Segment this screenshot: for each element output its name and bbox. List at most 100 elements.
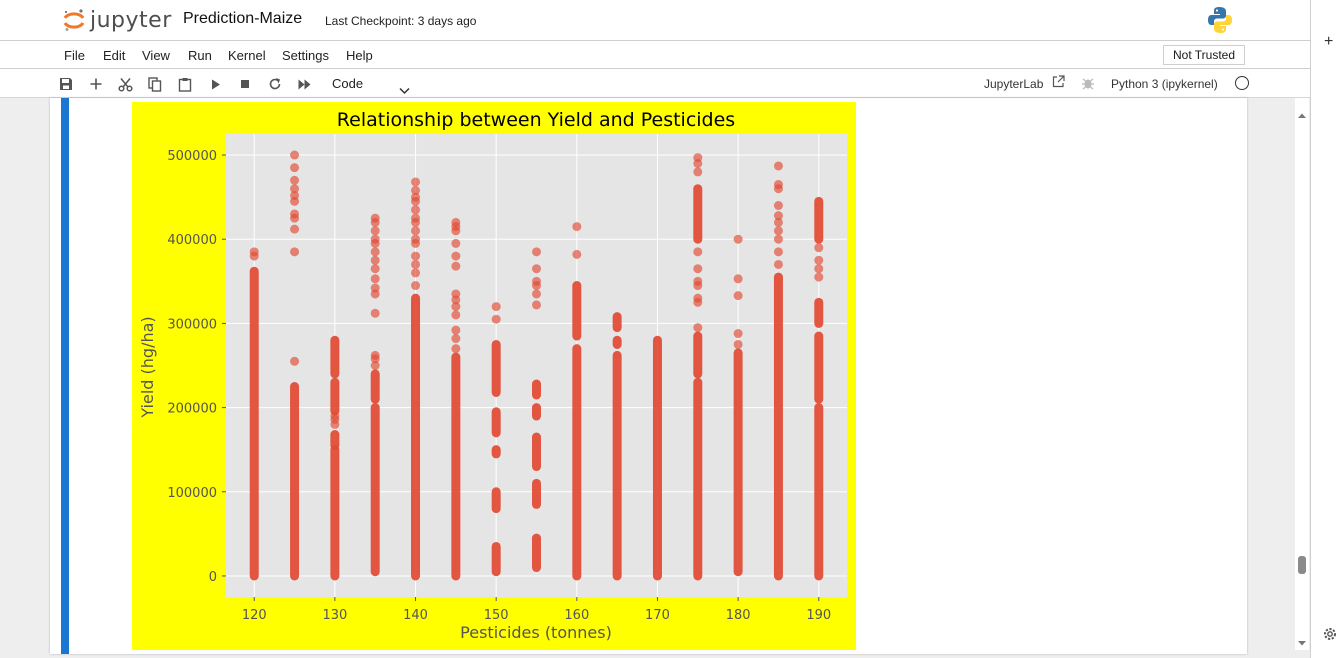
data-point — [370, 308, 380, 318]
data-point — [773, 234, 783, 244]
cut-icon[interactable] — [114, 73, 136, 95]
menu-help[interactable]: Help — [346, 48, 373, 63]
data-point — [693, 247, 703, 257]
add-cell-icon[interactable] — [85, 73, 107, 95]
x-tick-label: 170 — [645, 608, 670, 623]
menu-edit[interactable]: Edit — [103, 48, 126, 63]
data-point — [733, 339, 743, 349]
data-point — [290, 150, 300, 160]
y-axis-label: Yield (hg/ha) — [138, 316, 157, 418]
active-cell-indicator[interactable] — [61, 98, 69, 654]
data-point — [491, 314, 501, 324]
y-tick-label: 400000 — [167, 233, 217, 248]
data-point — [370, 247, 380, 257]
data-point — [572, 222, 582, 232]
data-point — [290, 209, 300, 219]
data-point — [411, 268, 421, 278]
scrollbar-thumb[interactable] — [1298, 556, 1306, 574]
scatter-chart: 120 130 140 150 160 170 180 190 0 100000 200000 30… — [132, 102, 856, 650]
data-point — [532, 264, 541, 274]
data-point — [451, 217, 461, 227]
data-point — [733, 291, 743, 301]
data-point — [370, 226, 380, 236]
y-tick-labels: 0 100000 200000 300000 400000 500000 — [167, 149, 226, 585]
data-point — [330, 411, 340, 421]
data-point — [370, 255, 380, 265]
gear-icon[interactable] — [1322, 626, 1338, 647]
menu-settings[interactable]: Settings — [282, 48, 329, 63]
x-tick-label: 190 — [806, 608, 831, 623]
add-panel-icon[interactable]: + — [1324, 33, 1334, 50]
notebook-toolbar: Code JupyterLab Python 3 (ipykernel) — [0, 69, 1310, 98]
kernel-name[interactable]: Python 3 (ipykernel) — [1111, 77, 1218, 91]
cell-type-value: Code — [332, 76, 364, 91]
not-trusted-button[interactable]: Not Trusted — [1163, 45, 1245, 65]
external-link-icon[interactable] — [1052, 75, 1065, 93]
stop-icon[interactable] — [234, 73, 256, 95]
data-point — [773, 201, 783, 211]
data-point — [491, 302, 501, 312]
debugger-icon[interactable] — [1081, 76, 1095, 95]
scroll-down-icon[interactable] — [1297, 634, 1307, 652]
data-point — [290, 356, 300, 366]
x-tick-label: 180 — [726, 608, 751, 623]
save-icon[interactable] — [55, 73, 77, 95]
scroll-up-icon[interactable] — [1297, 106, 1307, 124]
cell-type-select[interactable]: Code — [330, 73, 414, 95]
data-point — [411, 234, 421, 244]
data-point — [693, 276, 703, 286]
menu-run[interactable]: Run — [188, 48, 212, 63]
jupyter-logo-icon — [62, 8, 86, 32]
header-bar: jupyter Prediction-Maize Last Checkpoint… — [0, 0, 1310, 40]
paste-icon[interactable] — [174, 73, 196, 95]
data-point — [693, 293, 703, 303]
chart-title: Relationship between Yield and Pesticide… — [337, 109, 735, 131]
menu-view[interactable]: View — [142, 48, 170, 63]
data-point — [370, 283, 380, 293]
data-point — [693, 323, 703, 333]
y-tick-label: 0 — [209, 570, 217, 585]
data-points — [249, 150, 824, 581]
data-point — [733, 234, 743, 244]
data-point — [290, 190, 300, 200]
run-icon[interactable] — [205, 73, 227, 95]
data-point — [773, 211, 783, 221]
data-point — [773, 161, 783, 171]
menu-file[interactable]: File — [64, 48, 85, 63]
restart-icon[interactable] — [264, 73, 286, 95]
data-point — [290, 175, 300, 185]
data-point — [814, 243, 824, 253]
data-point — [773, 180, 783, 190]
data-point — [451, 302, 461, 312]
axes-background — [226, 134, 847, 597]
notebook-title[interactable]: Prediction-Maize — [183, 10, 303, 27]
fast-forward-icon[interactable] — [294, 73, 316, 95]
data-point — [411, 251, 421, 261]
data-point — [411, 259, 421, 269]
menu-bar: File Edit View Run Kernel Settings Help … — [0, 40, 1310, 69]
jupyter-logo[interactable]: jupyter — [62, 6, 172, 34]
python-logo-icon — [1207, 6, 1233, 34]
scrollbar[interactable] — [1295, 98, 1309, 650]
chevron-down-icon — [399, 80, 410, 101]
x-tick-labels: 120 130 140 150 160 170 180 190 — [242, 597, 831, 623]
x-tick-label: 140 — [403, 608, 428, 623]
data-point — [532, 276, 541, 286]
x-tick-label: 120 — [242, 608, 267, 623]
cell-output: 120 130 140 150 160 170 180 190 0 100000 200000 30… — [132, 102, 856, 650]
right-side-panel — [1310, 0, 1339, 658]
data-point — [411, 192, 421, 202]
jupyterlab-link[interactable]: JupyterLab — [984, 77, 1044, 91]
data-point — [249, 251, 259, 261]
data-point — [451, 251, 461, 261]
data-point — [451, 289, 461, 299]
x-tick-label: 130 — [322, 608, 347, 623]
data-point — [411, 205, 421, 215]
data-point — [814, 264, 824, 274]
data-point — [411, 226, 421, 236]
data-point — [370, 350, 380, 360]
y-tick-label: 500000 — [167, 149, 217, 164]
copy-icon[interactable] — [144, 73, 166, 95]
x-axis-label: Pesticides (tonnes) — [460, 623, 612, 642]
menu-kernel[interactable]: Kernel — [228, 48, 266, 63]
